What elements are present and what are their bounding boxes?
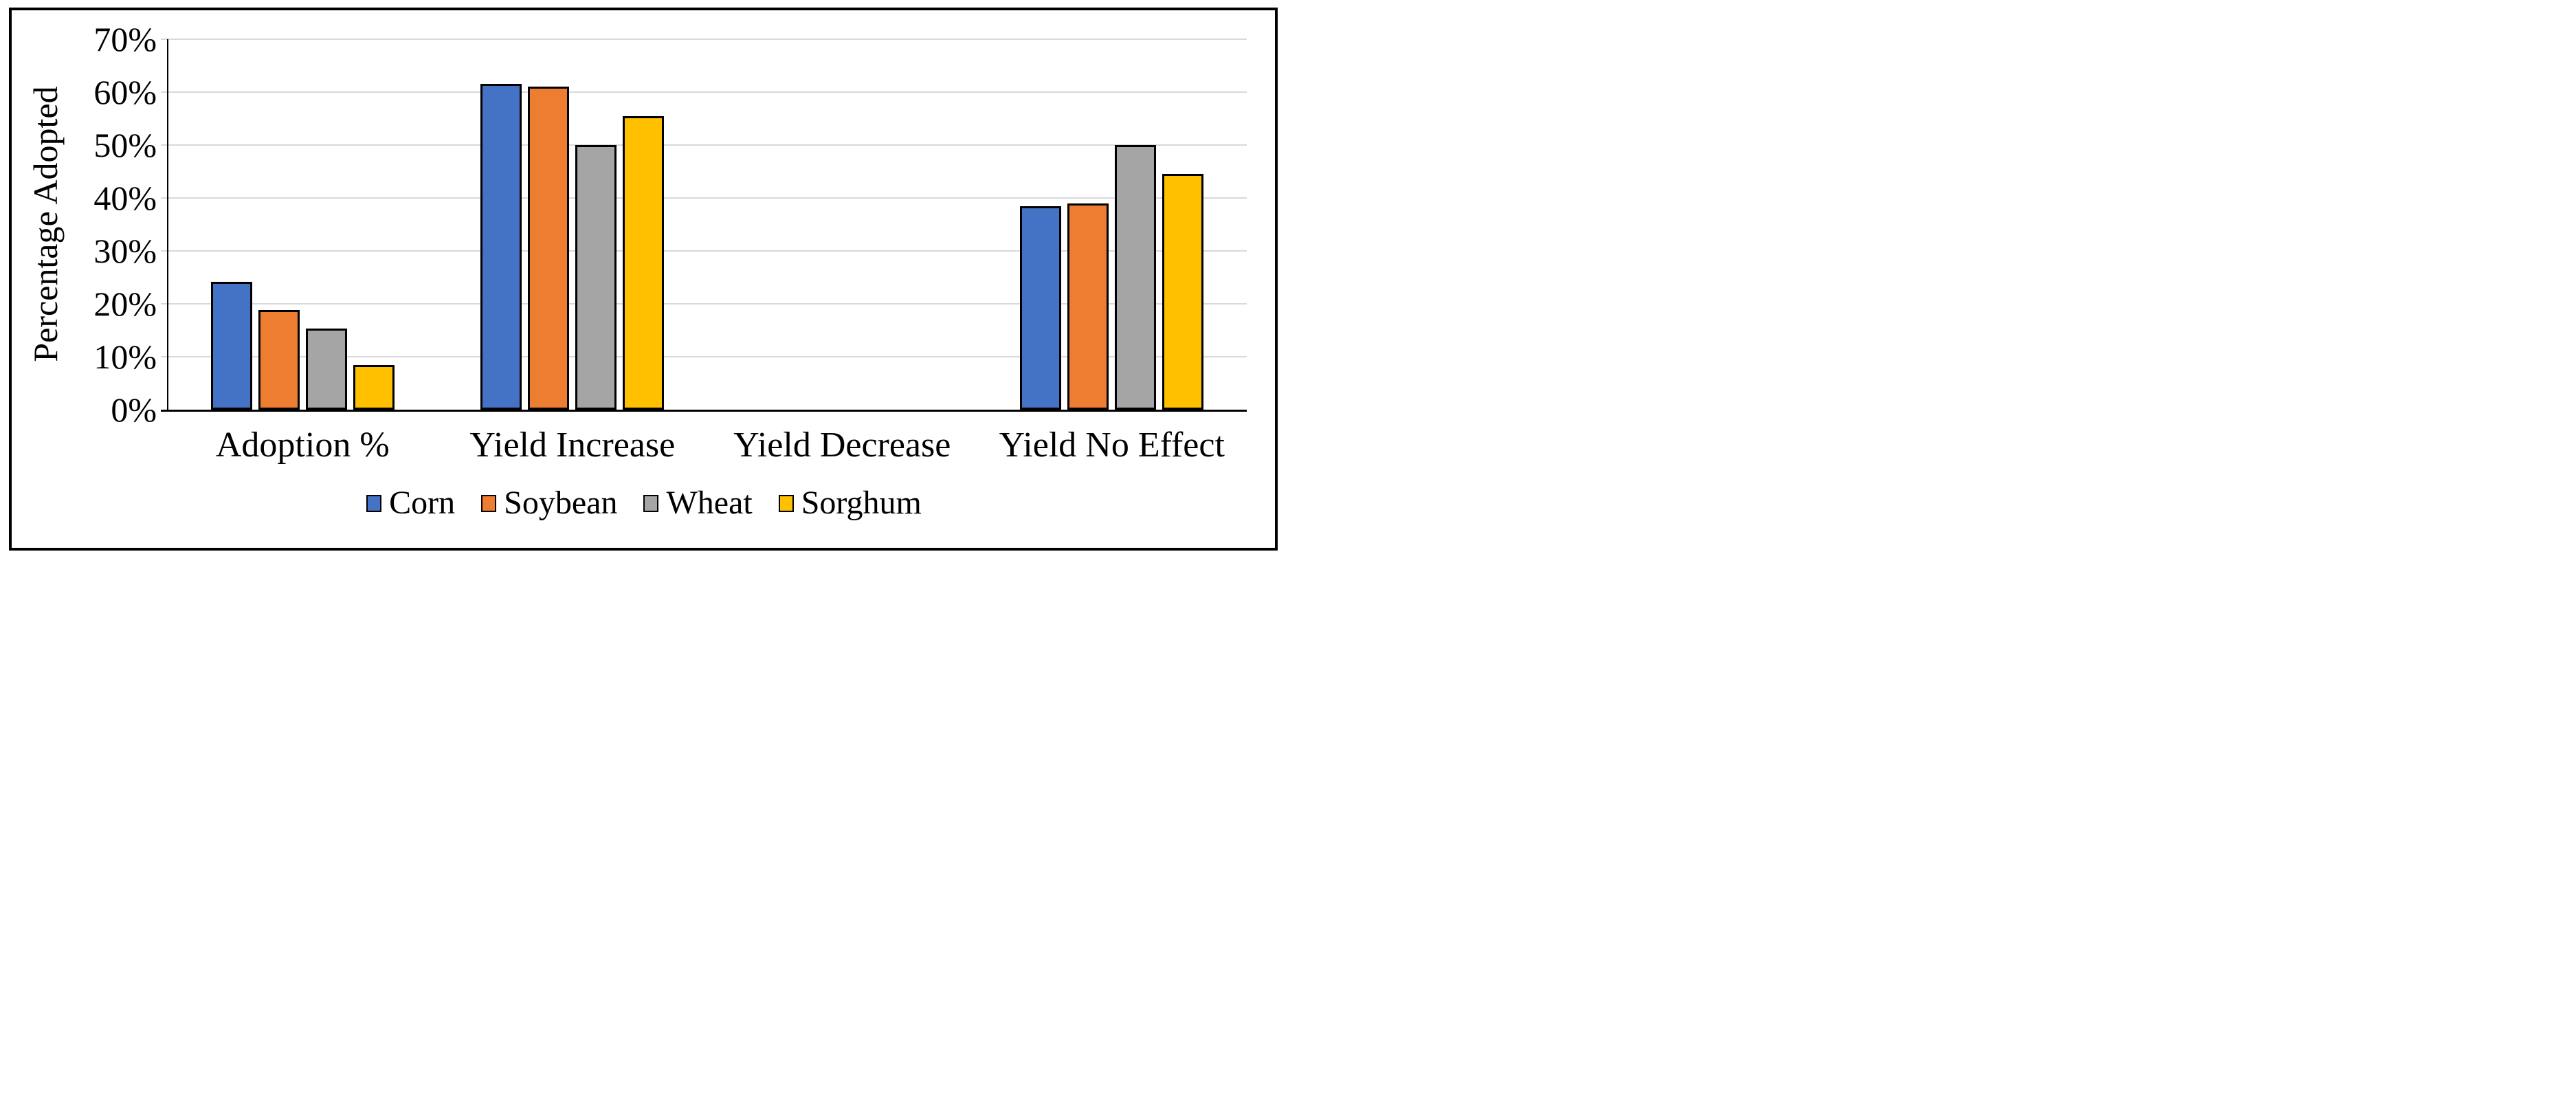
bar-soybean-yield-increase xyxy=(528,87,570,410)
x-axis-label-yield-no-effect: Yield No Effect xyxy=(999,425,1225,465)
y-axis-line xyxy=(167,39,168,412)
x-axis-line xyxy=(161,410,1247,412)
gridline-30 xyxy=(161,250,1247,252)
bar-wheat-yield-increase xyxy=(575,145,617,410)
x-axis-label-adoption: Adoption % xyxy=(215,425,390,465)
legend-item-wheat: Wheat xyxy=(643,485,753,521)
gridline-50 xyxy=(161,144,1247,146)
y-tick-label-20: 20% xyxy=(93,285,157,323)
bar-sorghum-adoption xyxy=(353,364,395,410)
gridline-70 xyxy=(161,38,1247,40)
legend-swatch-soybean xyxy=(481,494,497,512)
bar-corn-adoption xyxy=(210,281,252,410)
chart-canvas: Percentage Adopted 0% 10% 20% 30% 40% 50% 60% 7… xyxy=(0,0,1288,560)
bar-wheat-adoption xyxy=(305,329,347,410)
bar-corn-yield-no-effect xyxy=(1020,206,1062,410)
bar-soybean-yield-no-effect xyxy=(1067,203,1109,410)
legend-label-sorghum: Sorghum xyxy=(801,485,922,521)
y-tick-label-30: 30% xyxy=(93,232,157,270)
bar-soybean-adoption xyxy=(258,310,300,410)
legend-label-soybean: Soybean xyxy=(504,485,618,521)
legend: Corn Soybean Wheat Sorghum xyxy=(0,485,1288,521)
gridline-60 xyxy=(161,91,1247,93)
legend-item-soybean: Soybean xyxy=(481,485,617,521)
legend-label-corn: Corn xyxy=(389,485,456,521)
bar-wheat-yield-no-effect xyxy=(1115,145,1157,410)
x-axis-label-yield-increase: Yield Increase xyxy=(469,425,676,465)
gridline-40 xyxy=(161,197,1247,199)
y-tick-label-0: 0% xyxy=(111,390,157,429)
y-tick-label-70: 70% xyxy=(93,20,157,58)
x-axis-label-yield-decrease: Yield Decrease xyxy=(733,425,951,465)
gridline-10 xyxy=(161,356,1247,357)
legend-swatch-corn xyxy=(366,494,382,512)
bar-sorghum-yield-increase xyxy=(623,115,665,410)
y-tick-label-40: 40% xyxy=(93,179,157,217)
legend-item-sorghum: Sorghum xyxy=(778,485,922,521)
y-tick-label-60: 60% xyxy=(93,73,157,111)
legend-label-wheat: Wheat xyxy=(666,485,753,521)
legend-item-corn: Corn xyxy=(366,485,455,521)
y-tick-label-50: 50% xyxy=(93,126,157,164)
bar-corn-yield-increase xyxy=(480,84,522,410)
legend-swatch-sorghum xyxy=(778,494,794,512)
gridline-20 xyxy=(161,303,1247,304)
legend-swatch-wheat xyxy=(643,494,659,512)
bar-sorghum-yield-no-effect xyxy=(1162,174,1204,410)
y-tick-label-10: 10% xyxy=(93,337,157,376)
